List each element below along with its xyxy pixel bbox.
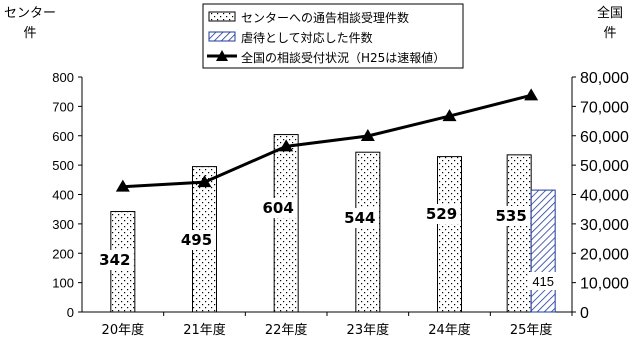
data-label-reception: 495 [181,231,212,249]
bar-reception-count [437,156,462,313]
x-tick-label: 22年度 [265,322,308,338]
legend-swatch-marker [216,50,228,61]
right-axis-title: 全国 件 [590,4,630,44]
left-axis-title: センター 件 [0,4,60,44]
left-axis-title-line1: センター [3,6,56,21]
left-axis-title-line2: 件 [23,26,37,41]
line-marker-triangle [115,179,130,192]
data-label-bg [528,272,559,290]
line-marker-triangle [360,128,375,141]
data-label-reception: 529 [426,205,457,223]
data-label-reception: 535 [496,207,527,225]
line-marker-triangle [279,139,294,152]
data-label-bg [95,250,134,270]
right-tick-label: 0 [580,305,589,322]
left-tick-label: 700 [52,99,74,114]
line-marker-triangle [524,88,539,101]
data-label-reception: 342 [99,251,130,269]
data-label-abuse: 415 [532,274,554,289]
plot-area: 0 100 200 300 400 500 600 700 800 0 10,000 20,000 30… [52,70,629,338]
line-national-consultations [122,93,532,189]
legend-swatch-reception [208,11,236,22]
right-tick-label: 80,000 [580,70,629,87]
x-tick-label: 25年度 [510,322,553,338]
left-tick-label: 600 [52,129,74,144]
x-tick-label: 20年度 [102,322,145,338]
right-tick-label: 60,000 [580,129,629,146]
right-tick-label: 40,000 [580,188,629,205]
left-tick-label: 300 [52,217,74,232]
bar-abuse-response-count [530,189,556,313]
line-marker-triangle [197,175,212,188]
x-tick-label: 21年度 [183,322,226,338]
legend-box [202,3,464,69]
right-tick-label: 30,000 [580,217,629,234]
bar-reception-count [273,134,299,313]
right-axis-title-line1: 全国 [596,6,623,21]
legend-label: 虐待として対応した件数 [241,30,373,45]
bar-reception-count [506,154,532,313]
data-label-reception: 604 [263,199,294,217]
bar-reception-count [355,151,381,313]
right-axis-title-line2: 件 [603,26,617,41]
legend-label: センターへの通告相談受理件数 [241,10,409,25]
left-tick-label: 200 [52,246,74,261]
left-tick-label: 800 [52,70,74,85]
left-tick-label: 100 [52,276,74,291]
line-marker-triangle [442,109,457,122]
right-tick-label: 70,000 [580,99,629,116]
legend-swatch-abuse [208,31,236,42]
data-label-bg [340,208,379,228]
x-tick-label: 24年度 [428,322,471,338]
data-label-bg [422,204,461,224]
right-tick-label: 50,000 [580,158,629,175]
right-tick-label: 10,000 [580,276,629,293]
data-label-bg [177,230,216,250]
data-label-bg [492,206,531,226]
data-label-reception: 544 [344,209,375,227]
legend-label: 全国の相談受付状況（H25は速報値） [241,50,445,65]
left-tick-label: 500 [52,158,74,173]
left-tick-label: 0 [67,305,74,320]
x-tick-label: 23年度 [347,322,390,338]
data-label-bg [259,198,298,218]
left-tick-label: 400 [52,188,74,203]
legend: センターへの通告相談受理件数虐待として対応した件数全国の相談受付状況（H25は速… [202,3,464,69]
right-tick-label: 20,000 [580,246,629,263]
